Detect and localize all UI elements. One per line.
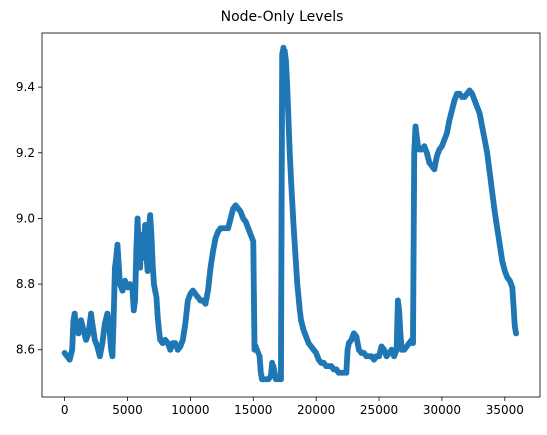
x-tick-label: 10000 <box>171 403 209 417</box>
ticks: 0 5000 10000 15000 20000 25000 30000 35000 8.6 8.… <box>16 80 524 417</box>
x-tick-label: 30000 <box>423 403 461 417</box>
x-tick-label: 25000 <box>360 403 398 417</box>
y-tick-label: 9.4 <box>16 80 35 94</box>
data-points <box>61 44 520 383</box>
x-tick-label: 15000 <box>234 403 272 417</box>
y-tick-label: 9.0 <box>16 211 35 225</box>
chart-title: Node-Only Levels <box>221 9 344 25</box>
data-point <box>513 330 520 337</box>
x-tick-label: 0 <box>61 403 69 417</box>
plot-frame <box>41 32 541 398</box>
y-tick-label: 8.8 <box>16 277 35 291</box>
x-tick-label: 20000 <box>297 403 335 417</box>
x-tick-label: 5000 <box>112 403 143 417</box>
axes <box>41 32 541 398</box>
y-tick-label: 8.6 <box>16 343 35 357</box>
x-tick-label: 35000 <box>486 403 524 417</box>
y-tick-label: 9.2 <box>16 146 35 160</box>
